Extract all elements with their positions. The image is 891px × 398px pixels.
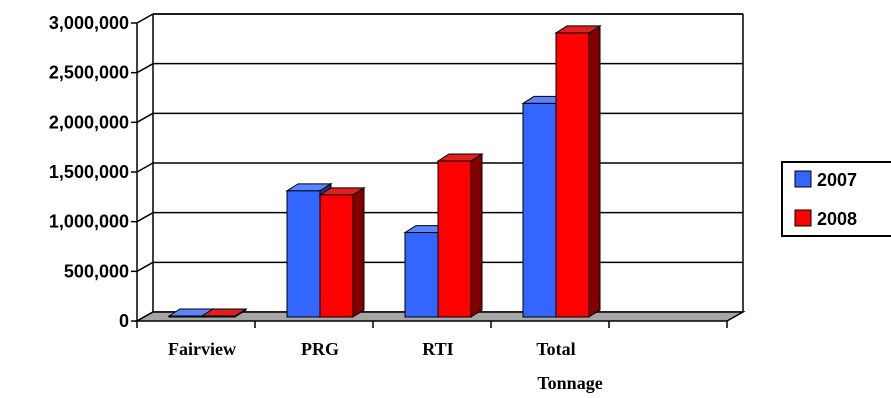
gridline-depth (136, 63, 154, 74)
gridline-depth (136, 112, 154, 123)
bar-prg-2007 (286, 190, 321, 318)
x-tick-label: Fairview (168, 339, 236, 359)
x-tick-label: PRG (301, 339, 339, 359)
bar-prg-2008 (319, 194, 354, 318)
gridline-depth (136, 261, 154, 272)
gridline-depth (136, 13, 154, 24)
x-tick-label: Total (536, 339, 575, 359)
y-tick-label: 2,500,000 (49, 63, 129, 83)
bar-fairview-2007 (168, 315, 203, 318)
legend-swatch-2007 (794, 170, 812, 188)
y-tick-label: 2,000,000 (49, 112, 129, 132)
bar-total-tonnage-2008 (555, 32, 590, 318)
bar-total-tonnage-2007 (522, 102, 557, 318)
bar-side-prg-2008 (352, 186, 365, 318)
legend: 2007 2008 (781, 161, 891, 237)
bar-rti-2008 (437, 160, 472, 318)
x-tick-label: Tonnage (537, 373, 602, 393)
x-tick-label: RTI (422, 339, 453, 359)
y-tick-label: 0 (119, 311, 129, 331)
bar-rti-2007 (404, 232, 439, 318)
legend-label-2007: 2007 (817, 170, 857, 190)
y-tick-label: 1,500,000 (49, 162, 129, 182)
bars (167, 24, 602, 318)
y-tick-label: 1,000,000 (49, 212, 129, 232)
gridline-depth (136, 212, 154, 223)
legend-label-2008: 2008 (817, 209, 857, 229)
y-tick-labels: 0 500,000 1,000,000 1,500,000 2,000,000 2,500… (49, 13, 129, 331)
x-tick-labels: Fairview PRG RTI Total Tonnage (168, 339, 603, 393)
bar-side-rti-2008 (470, 153, 483, 318)
legend-swatch-2008 (794, 209, 812, 227)
y-tick-label: 500,000 (64, 261, 129, 281)
gridline-depth (136, 162, 154, 173)
y-tick-label: 3,000,000 (49, 13, 129, 33)
bar-side-total-tonnage-2008 (588, 24, 601, 318)
axes (131, 13, 744, 328)
bar-fairview-2008 (201, 315, 236, 318)
